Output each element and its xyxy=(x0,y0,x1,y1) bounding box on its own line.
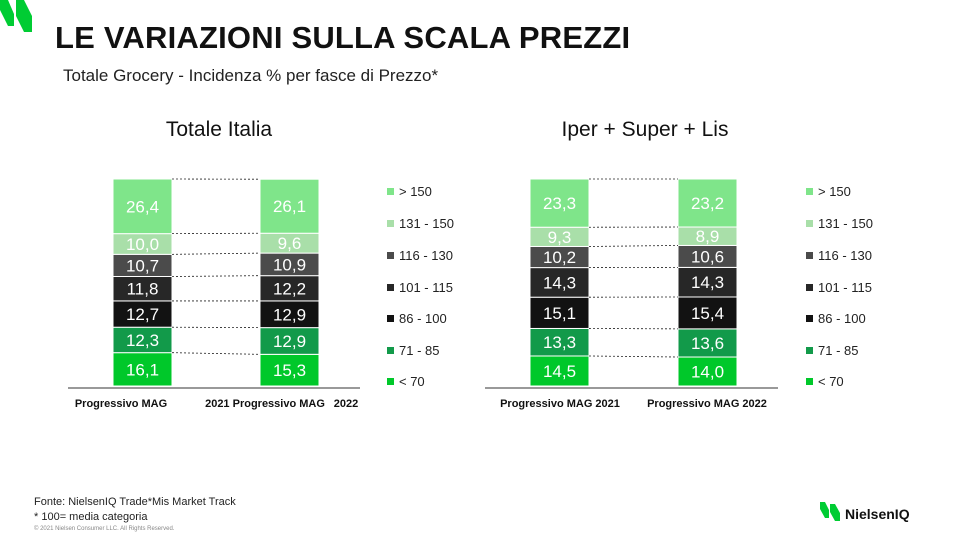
data-label-116-130-2: 10,9 xyxy=(273,255,306,274)
bar-segment-gt-150-2 xyxy=(677,178,738,228)
x-tick-label-1: Progressivo MAG 2021 xyxy=(500,398,620,410)
connector-line-116-130 xyxy=(588,245,679,247)
data-label-lt-70-2: 14,0 xyxy=(691,363,724,382)
legend-swatch-86-100 xyxy=(387,315,394,322)
data-label-131-150-2: 9,6 xyxy=(278,234,302,253)
data-label-gt-150-1: 26,4 xyxy=(126,197,159,216)
legend-swatch-131-150 xyxy=(387,220,394,227)
data-label-131-150-1: 10,0 xyxy=(126,235,159,254)
corner-logo-mark xyxy=(0,0,32,32)
chart-title-iper-super-lis: Iper + Super + Lis xyxy=(561,118,729,141)
data-label-101-115-2: 12,2 xyxy=(273,279,306,298)
bar-segment-gt-150-1 xyxy=(529,178,590,228)
legend-swatch-gt-150 xyxy=(387,188,394,195)
legend-swatch-71-85 xyxy=(806,347,813,354)
bar-segment-lt-70-2 xyxy=(677,356,738,387)
data-label-lt-70-1: 16,1 xyxy=(126,360,159,379)
bar-segment-lt-70-2 xyxy=(259,353,320,387)
data-label-101-115-2: 14,3 xyxy=(691,273,724,292)
legend-label-lt-70: < 70 xyxy=(818,374,844,389)
data-label-gt-150-2: 26,1 xyxy=(273,197,306,216)
data-label-101-115-1: 14,3 xyxy=(543,273,576,292)
data-label-71-85-2: 12,9 xyxy=(273,332,306,351)
footnote: * 100= media categoria xyxy=(34,511,148,523)
legend-swatch-gt-150 xyxy=(806,188,813,195)
bar-segment-71-85-2 xyxy=(259,327,320,355)
data-label-lt-70-1: 14,5 xyxy=(543,362,576,381)
data-label-86-100-1: 15,1 xyxy=(543,304,576,323)
legend-swatch-101-115 xyxy=(387,284,394,291)
bar-segment-101-115-1 xyxy=(529,267,590,298)
connector-line-116-130 xyxy=(171,252,261,255)
data-label-lt-70-2: 15,3 xyxy=(273,361,306,380)
legend-label-116-130: 116 - 130 xyxy=(818,248,872,263)
legend-label-gt-150: > 150 xyxy=(399,184,432,199)
chart-title-totale-italia: Totale Italia xyxy=(165,118,273,141)
legend-label-lt-70: < 70 xyxy=(399,374,425,389)
data-label-131-150-2: 8,9 xyxy=(696,227,720,246)
data-label-71-85-1: 12,3 xyxy=(126,331,159,350)
brand-name: NielsenIQ xyxy=(845,506,910,522)
connector-line-lt-70 xyxy=(171,352,261,355)
legend-swatch-131-150 xyxy=(806,220,813,227)
data-label-71-85-1: 13,3 xyxy=(543,333,576,352)
data-label-86-100-2: 12,9 xyxy=(273,305,306,324)
x-tick-label-2: Progressivo MAG 2022 xyxy=(647,398,767,410)
legend-label-gt-150: > 150 xyxy=(818,184,851,199)
page-title: LE VARIAZIONI SULLA SCALA PREZZI xyxy=(55,20,631,55)
data-label-116-130-1: 10,7 xyxy=(126,256,159,275)
data-label-116-130-2: 10,6 xyxy=(691,247,724,266)
x-tick-label-2: 2021 Progressivo MAG xyxy=(205,398,325,410)
legend-swatch-lt-70 xyxy=(806,378,813,385)
data-label-gt-150-2: 23,2 xyxy=(691,194,724,213)
bar-segment-86-100-1 xyxy=(529,296,590,329)
legend-swatch-101-115 xyxy=(806,284,813,291)
legend-swatch-86-100 xyxy=(806,315,813,322)
bar-segment-71-85-1 xyxy=(112,326,173,354)
legend-label-71-85: 71 - 85 xyxy=(399,343,439,358)
nielseniq-logo-icon xyxy=(820,502,840,521)
bar-segment-lt-70-1 xyxy=(529,355,590,387)
data-label-71-85-2: 13,6 xyxy=(691,334,724,353)
page-subtitle: Totale Grocery - Incidenza % per fasce d… xyxy=(63,66,439,85)
legend-label-131-150: 131 - 150 xyxy=(399,216,454,231)
connector-line-lt-70 xyxy=(588,355,679,358)
data-label-101-115-1: 11,8 xyxy=(127,280,159,299)
legend-label-116-130: 116 - 130 xyxy=(399,248,453,263)
bar-segment-71-85-1 xyxy=(529,327,590,357)
legend-swatch-116-130 xyxy=(387,252,394,259)
bar-segment-gt-150-2 xyxy=(259,178,320,234)
data-label-86-100-1: 12,7 xyxy=(126,305,159,324)
data-label-116-130-1: 10,2 xyxy=(543,248,576,267)
data-label-gt-150-1: 23,3 xyxy=(543,194,576,213)
legend-swatch-lt-70 xyxy=(387,378,394,385)
source-note: Fonte: NielsenIQ Trade*Mis Market Track xyxy=(34,496,236,508)
legend-label-101-115: 101 - 115 xyxy=(818,280,872,295)
copyright: © 2021 Nielsen Consumer LLC. All Rights … xyxy=(34,526,175,532)
bar-segment-gt-150-1 xyxy=(112,178,173,235)
bar-segment-86-100-1 xyxy=(112,300,173,328)
x-tick-label-1: Progressivo MAG xyxy=(75,398,167,410)
bar-segment-lt-70-1 xyxy=(112,352,173,387)
legend-label-86-100: 86 - 100 xyxy=(399,311,447,326)
legend-label-71-85: 71 - 85 xyxy=(818,343,858,358)
connector-line-101-115 xyxy=(171,275,261,277)
x-tick-label-3: 2022 xyxy=(334,398,358,410)
legend-label-101-115: 101 - 115 xyxy=(399,280,453,295)
bar-segment-71-85-2 xyxy=(677,328,738,358)
legend-label-131-150: 131 - 150 xyxy=(818,216,873,231)
data-label-86-100-2: 15,4 xyxy=(691,304,724,323)
legend-swatch-116-130 xyxy=(806,252,813,259)
legend-label-86-100: 86 - 100 xyxy=(818,311,866,326)
legend-swatch-71-85 xyxy=(387,347,394,354)
data-label-131-150-1: 9,3 xyxy=(548,228,572,247)
